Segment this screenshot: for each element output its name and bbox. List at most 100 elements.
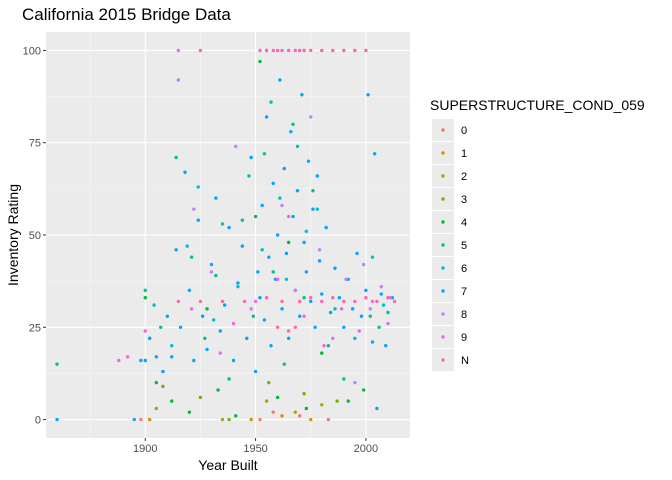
point-N-11 xyxy=(320,48,324,53)
point-9-5 xyxy=(218,351,222,355)
point-3-0 xyxy=(161,384,165,389)
point-7-32 xyxy=(264,115,269,119)
legend-marker-6 xyxy=(441,266,445,270)
point-7-37 xyxy=(275,233,280,237)
point-7-23 xyxy=(236,281,240,285)
point-N-20 xyxy=(264,296,269,300)
x-tick-label-0: 1900 xyxy=(133,443,157,455)
point-7-69 xyxy=(370,340,375,344)
x-tick-label-1: 1950 xyxy=(243,443,267,455)
point-8-1 xyxy=(192,207,196,211)
point-7-6 xyxy=(161,369,165,374)
point-7-26 xyxy=(249,155,253,160)
point-0-0 xyxy=(139,417,143,422)
point-2-3 xyxy=(293,410,297,414)
point-5-9 xyxy=(251,314,256,318)
point-7-67 xyxy=(364,288,368,293)
point-1-2 xyxy=(280,414,284,418)
legend-marker-N xyxy=(441,358,445,362)
point-3-4 xyxy=(302,392,306,396)
point-0-3 xyxy=(297,414,302,418)
legend-marker-1 xyxy=(441,151,445,155)
legend-marker-3 xyxy=(441,197,445,201)
point-0-2 xyxy=(271,410,275,414)
point-2-4 xyxy=(320,403,324,407)
point-N-7 xyxy=(293,48,297,53)
point-4-14 xyxy=(361,388,366,392)
point-5-1 xyxy=(143,288,147,293)
point-9-10 xyxy=(302,314,306,318)
point-4-4 xyxy=(205,307,209,311)
point-0-4 xyxy=(326,417,331,422)
legend-marker-7 xyxy=(441,289,445,293)
series-0 xyxy=(139,410,331,422)
point-8-10 xyxy=(331,336,335,341)
point-3-2 xyxy=(227,417,231,422)
point-N-9 xyxy=(302,48,306,53)
point-7-71 xyxy=(375,406,379,411)
point-7-54 xyxy=(313,325,317,329)
point-N-14 xyxy=(353,48,357,53)
point-7-31 xyxy=(262,318,267,322)
point-N-30 xyxy=(353,299,357,304)
point-7-17 xyxy=(209,262,214,267)
point-9-7 xyxy=(253,299,258,304)
point-7-56 xyxy=(317,259,322,263)
point-8-13 xyxy=(361,262,366,267)
point-4-8 xyxy=(258,59,262,64)
point-6-9 xyxy=(269,100,273,104)
point-8-8 xyxy=(309,115,313,119)
legend-label-5: 5 xyxy=(461,240,467,252)
point-9-14 xyxy=(370,299,375,304)
point-7-52 xyxy=(309,299,313,304)
point-6-12 xyxy=(295,144,300,149)
y-tick-label-4: 100 xyxy=(23,45,41,57)
point-7-29 xyxy=(258,296,262,300)
series-6 xyxy=(152,100,386,348)
axes: 1900 1950 2000 0 25 50 75 100 xyxy=(23,45,378,455)
point-8-0 xyxy=(176,78,181,82)
point-7-66 xyxy=(359,314,364,318)
point-5-18 xyxy=(368,314,372,318)
point-7-57 xyxy=(320,292,324,296)
point-5-19 xyxy=(377,325,381,329)
point-8-4 xyxy=(249,307,253,311)
point-7-33 xyxy=(267,255,271,259)
point-2-0 xyxy=(154,406,159,411)
point-3-3 xyxy=(267,380,271,385)
point-N-27 xyxy=(320,299,324,304)
x-axis-title: Year Built xyxy=(198,457,258,473)
legend-marker-9 xyxy=(441,335,445,339)
point-5-20 xyxy=(386,310,390,315)
point-7-15 xyxy=(200,314,205,318)
series-1 xyxy=(147,414,313,422)
legend-label-9: 9 xyxy=(461,332,467,344)
point-2-1 xyxy=(220,417,225,422)
series-9 xyxy=(117,48,392,363)
point-0-1 xyxy=(258,417,262,422)
point-7-55 xyxy=(315,174,320,178)
point-N-0 xyxy=(198,48,203,53)
point-7-65 xyxy=(355,251,359,256)
point-7-44 xyxy=(291,214,295,219)
legend: SUPERSTRUCTURE_COND_059 0 1 2 3 4 5 6 7 8 9 N xyxy=(430,97,645,371)
point-7-19 xyxy=(218,329,222,333)
point-7-46 xyxy=(295,189,300,193)
y-tick-label-0: 0 xyxy=(35,415,41,427)
point-N-10 xyxy=(309,48,313,53)
point-7-24 xyxy=(240,244,245,248)
legend-marker-0 xyxy=(441,128,445,132)
point-4-9 xyxy=(275,395,280,400)
point-N-12 xyxy=(331,48,335,53)
point-6-17 xyxy=(370,255,375,259)
point-7-60 xyxy=(333,266,337,270)
point-N-29 xyxy=(342,299,346,304)
point-N-15 xyxy=(364,48,368,53)
series-2 xyxy=(154,399,324,422)
point-7-51 xyxy=(306,159,311,163)
point-N-4 xyxy=(275,48,280,53)
point-N-33 xyxy=(386,296,390,300)
point-7-49 xyxy=(302,240,306,245)
point-6-4 xyxy=(211,318,216,322)
